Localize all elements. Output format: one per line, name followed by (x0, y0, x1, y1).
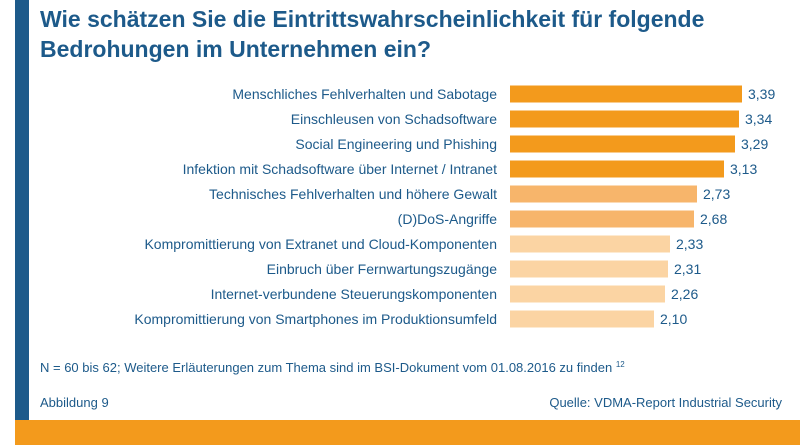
value-label: 3,39 (748, 86, 775, 102)
bar (510, 85, 742, 103)
bar-chart: Menschliches Fehlverhalten und Sabotage 3… (134, 85, 775, 328)
footnote-text: N = 60 bis 62; Weitere Erläuterungen zum… (40, 360, 613, 375)
left-accent-bar (15, 0, 29, 425)
category-label: (D)DoS-Angriffe (398, 211, 498, 227)
footnote: N = 60 bis 62; Weitere Erläuterungen zum… (40, 360, 625, 375)
chart-title: Wie schätzen Sie die Eintrittswahrschein… (40, 4, 780, 64)
category-label: Kompromittierung von Smartphones im Prod… (134, 311, 497, 327)
bar (510, 235, 670, 253)
value-label: 2,73 (703, 186, 730, 202)
bar (510, 310, 654, 328)
value-label: 2,31 (674, 261, 701, 277)
bar (510, 210, 694, 228)
chart-title-line-2: Bedrohungen im Unternehmen ein? (40, 36, 432, 62)
bottom-accent-bar (15, 420, 800, 445)
value-label: 3,13 (730, 161, 757, 177)
category-label: Social Engineering und Phishing (295, 136, 497, 152)
bar (510, 135, 735, 153)
category-label: Menschliches Fehlverhalten und Sabotage (232, 86, 497, 102)
bar (510, 110, 739, 128)
bar (510, 260, 668, 278)
bar (510, 285, 665, 303)
value-label: 2,10 (660, 311, 687, 327)
category-label: Internet-verbundene Steuerungskomponente… (211, 286, 497, 302)
chart-title-line-1: Wie schätzen Sie die Eintrittswahrschein… (40, 6, 705, 32)
figure-label: Abbildung 9 (40, 395, 109, 410)
value-label: 2,33 (676, 236, 703, 252)
value-label: 3,29 (741, 136, 768, 152)
category-label: Technisches Fehlverhalten und höhere Gew… (209, 186, 497, 202)
value-label: 3,34 (745, 111, 772, 127)
category-label: Kompromittierung von Extranet und Cloud-… (144, 236, 497, 252)
category-label: Infektion mit Schadsoftware über Interne… (183, 161, 498, 177)
category-label: Einschleusen von Schadsoftware (291, 111, 497, 127)
value-label: 2,26 (671, 286, 698, 302)
bar (510, 160, 724, 178)
value-label: 2,68 (700, 211, 727, 227)
footnote-reference: 12 (615, 360, 625, 369)
bar (510, 185, 697, 203)
source-label: Quelle: VDMA-Report Industrial Security (549, 395, 782, 410)
category-label: Einbruch über Fernwartungszugänge (267, 261, 498, 277)
